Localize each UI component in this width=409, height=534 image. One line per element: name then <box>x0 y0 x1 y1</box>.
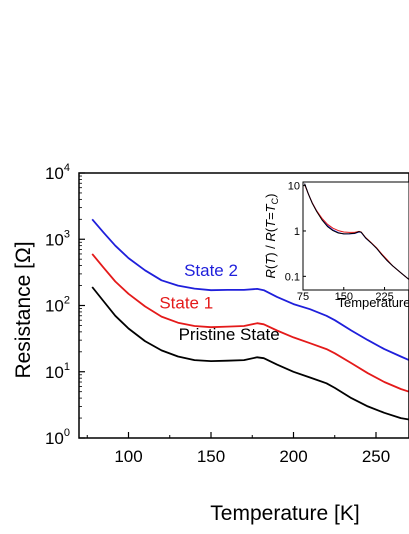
y-axis-label-close: ] <box>12 241 35 247</box>
inset-series-layer <box>304 183 409 280</box>
series-line-state-2 <box>91 218 409 361</box>
y-tick-exponent: 2 <box>64 295 70 307</box>
series-line-pristine-state <box>91 286 409 421</box>
inset-plot-frame <box>302 181 409 291</box>
y-tick-base: 10 <box>45 297 64 316</box>
y-tick-base: 10 <box>45 363 64 382</box>
inset-y-tick-label-1: 1 <box>294 226 300 238</box>
x-tick-label-200: 200 <box>279 447 307 466</box>
main-series-labels: State 2 State 1 Pristine State <box>159 261 279 344</box>
y-tick-label-2: 102 <box>45 295 70 316</box>
y-axis-label: Resistance [Ω] <box>12 241 35 378</box>
x-tick-label-250: 250 <box>362 447 390 466</box>
y-tick-label-3: 103 <box>45 228 70 249</box>
inset-x-tick-label-150: 150 <box>335 291 353 303</box>
series-line-state-1 <box>91 253 409 393</box>
inset-background <box>303 182 409 290</box>
inset-y-tick-label-0.1: 0.1 <box>285 271 300 283</box>
inset-series-line-2 <box>304 183 409 280</box>
y-tick-exponent: 4 <box>64 162 70 174</box>
inset-x-axis-label: Temperature <box>338 295 409 310</box>
inset-y-axis-label: R(T) / R(T=TC) <box>263 194 280 279</box>
x-axis-label: Temperature [K] <box>210 502 359 525</box>
x-tick-label-150: 150 <box>197 447 225 466</box>
inset-x-tick-label-75: 75 <box>297 291 309 303</box>
inset-x-tick-label-225: 225 <box>375 291 393 303</box>
inset-y-tick-label-10: 10 <box>288 181 300 193</box>
y-tick-label-4: 104 <box>45 162 70 183</box>
x-tick-label-100: 100 <box>114 447 142 466</box>
y-tick-label-0: 100 <box>45 427 70 448</box>
y-tick-label-1: 101 <box>45 361 70 382</box>
y-tick-exponent: 0 <box>64 427 70 439</box>
y-axis-label-text: Resistance [ <box>12 263 35 379</box>
inset-series-line-1 <box>304 184 409 280</box>
y-tick-base: 10 <box>45 230 64 249</box>
y-tick-base: 10 <box>45 429 64 448</box>
main-series-layer <box>91 218 409 421</box>
y-tick-base: 10 <box>45 164 64 183</box>
inset-ticks-layer: 75 150 225 0.1 1 10 <box>285 181 394 303</box>
y-tick-exponent: 1 <box>64 361 70 373</box>
series-label-pristine-state: Pristine State <box>179 325 280 344</box>
main-plot-frame <box>78 172 409 439</box>
y-axis-label-unit: Ω <box>12 247 35 263</box>
y-tick-exponent: 3 <box>64 228 70 240</box>
series-label-state-1: State 1 <box>159 294 213 313</box>
series-label-state-2: State 2 <box>184 261 238 280</box>
